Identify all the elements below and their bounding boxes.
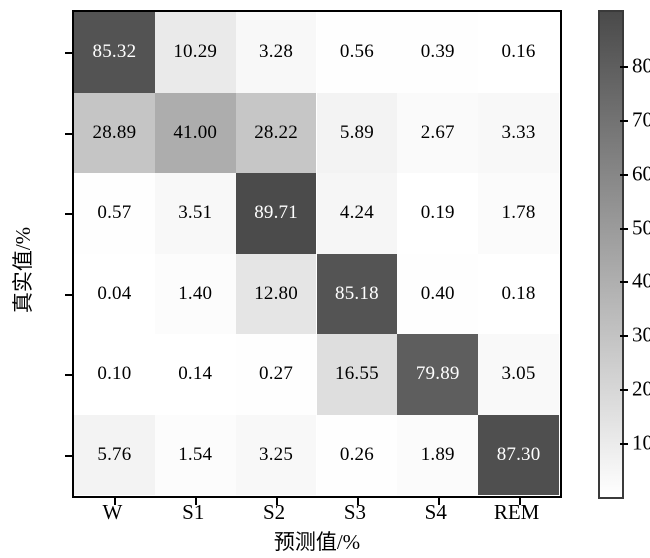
x-tick-label-s2: S2 xyxy=(262,500,286,524)
heatmap-cell: 1.40 xyxy=(154,253,236,334)
heatmap-cell: 79.89 xyxy=(397,334,479,415)
heatmap-cell: 87.30 xyxy=(478,414,559,495)
heatmap-cell: 10.29 xyxy=(154,12,236,93)
heatmap-plot-area: 85.32 10.29 3.28 0.56 0.39 0.16 28.89 41.00 28.2… xyxy=(65,10,562,505)
colorbar-tick-label: 30 xyxy=(632,322,650,347)
heatmap-cell: 0.57 xyxy=(74,173,155,254)
colorbar-tick-mark xyxy=(620,335,628,338)
heatmap-cell: 5.76 xyxy=(74,414,155,495)
colorbar-tick-mark xyxy=(620,119,628,122)
heatmap-cell: 85.18 xyxy=(316,253,398,334)
x-tick-mark xyxy=(114,496,117,505)
heatmap-cell: 1.89 xyxy=(397,414,479,495)
heatmap-cell: 3.51 xyxy=(154,173,236,254)
heatmap-cell: 3.05 xyxy=(478,334,559,415)
heatmap-cell: 0.40 xyxy=(397,253,479,334)
heatmap-cell: 3.28 xyxy=(235,12,317,93)
y-axis-title: 真实值/% xyxy=(11,226,35,314)
x-tick-mark xyxy=(356,496,359,505)
y-tick-mark xyxy=(65,52,74,55)
x-tick-label-s1: S1 xyxy=(182,500,205,524)
heatmap-cell: 28.89 xyxy=(74,92,155,173)
colorbar-tick-mark xyxy=(620,389,628,392)
heatmap-cell: 0.18 xyxy=(478,253,559,334)
heatmap-cell: 28.22 xyxy=(235,92,317,173)
x-tick-mark xyxy=(518,496,521,505)
colorbar-tick-mark xyxy=(620,443,628,446)
heatmap-cell: 85.32 xyxy=(74,12,155,93)
heatmap-cells: 85.32 10.29 3.28 0.56 0.39 0.16 28.89 41.00 28.2… xyxy=(74,12,560,496)
heatmap-cell: 41.00 xyxy=(154,92,236,173)
x-axis-title: 预测值/% xyxy=(273,530,361,554)
colorbar-legend: 80 70 60 50 40 30 20 10 xyxy=(598,10,650,499)
colorbar-gradient xyxy=(598,10,624,499)
colorbar-tick-label: 50 xyxy=(632,215,650,240)
colorbar-tick-label: 20 xyxy=(632,376,650,401)
y-tick-mark xyxy=(65,213,74,216)
x-tick-label-w: W xyxy=(102,500,123,524)
heatmap-cell: 2.67 xyxy=(397,92,479,173)
heatmap-cell: 0.10 xyxy=(74,334,155,415)
colorbar-tick-label: 60 xyxy=(632,161,650,186)
heatmap-cell: 0.26 xyxy=(316,414,398,495)
colorbar-tick-label: 70 xyxy=(632,107,650,132)
y-tick-mark xyxy=(65,132,74,135)
x-tick-label-s3: S3 xyxy=(343,500,366,524)
colorbar-tick-label: 80 xyxy=(632,53,650,78)
heatmap-cell: 89.71 xyxy=(235,173,317,254)
heatmap-cell: 0.39 xyxy=(397,12,479,93)
x-tick-mark xyxy=(437,496,440,505)
x-tick-mark xyxy=(276,496,279,505)
heatmap-cell: 1.78 xyxy=(478,173,559,254)
heatmap-cell: 0.16 xyxy=(478,12,559,93)
colorbar-tick-mark xyxy=(620,227,628,230)
heatmap-cell: 0.27 xyxy=(235,334,317,415)
y-tick-mark xyxy=(65,374,74,377)
heatmap-cell: 5.89 xyxy=(316,92,398,173)
colorbar-tick-label: 40 xyxy=(632,268,650,293)
heatmap-cell: 0.14 xyxy=(154,334,236,415)
colorbar-tick-mark xyxy=(620,65,628,68)
heatmap-cell: 0.04 xyxy=(74,253,155,334)
heatmap-cell: 0.19 xyxy=(397,173,479,254)
x-tick-mark xyxy=(195,496,198,505)
heatmap-cell: 3.33 xyxy=(478,92,559,173)
heatmap-cell: 3.25 xyxy=(235,414,317,495)
heatmap-cell: 1.54 xyxy=(154,414,236,495)
colorbar-tick-mark xyxy=(620,281,628,284)
y-tick-mark xyxy=(65,454,74,457)
heatmap-cell: 16.55 xyxy=(316,334,398,415)
x-tick-label-rem: REM xyxy=(493,500,540,524)
heatmap-cell: 4.24 xyxy=(316,173,398,254)
heatmap-cell: 12.80 xyxy=(235,253,317,334)
colorbar-tick-label: 10 xyxy=(632,430,650,455)
colorbar-tick-mark xyxy=(620,173,628,176)
heatmap-cell: 0.56 xyxy=(316,12,398,93)
y-tick-mark xyxy=(65,293,74,296)
x-tick-label-s4: S4 xyxy=(424,500,447,524)
